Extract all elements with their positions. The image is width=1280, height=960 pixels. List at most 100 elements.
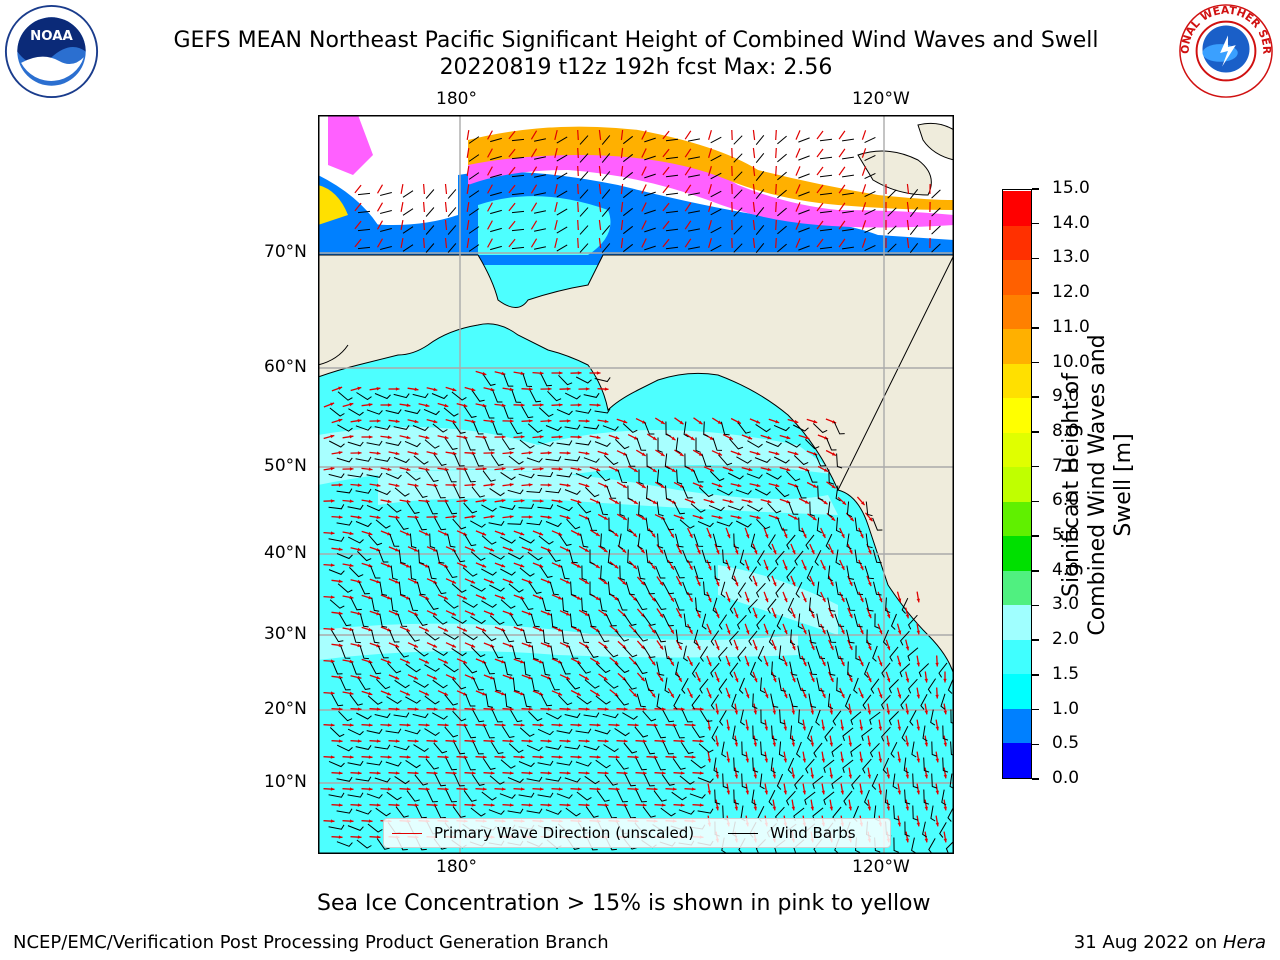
map-legend: Primary Wave Direction (unscaled) Wind B… — [383, 818, 891, 848]
wave-arrow — [423, 183, 425, 195]
wind-barb — [556, 504, 573, 512]
wave-arrow-head — [509, 387, 514, 391]
colorbar-tick-label: 11.0 — [1052, 316, 1090, 337]
wave-arrow-head — [841, 630, 845, 634]
wind-barb — [665, 192, 679, 196]
wave-arrow-head — [716, 582, 720, 587]
wave-arrow-head — [387, 435, 392, 439]
wave-arrow — [354, 220, 362, 230]
wave-arrow-head — [395, 771, 400, 775]
wind-barb — [864, 244, 876, 252]
wave-arrow — [444, 183, 448, 195]
wave-arrow-head — [463, 787, 468, 791]
wave-arrow-head — [501, 628, 506, 632]
wind-barb — [777, 517, 788, 531]
wave-arrow-head — [406, 403, 411, 407]
wave-arrow — [598, 129, 602, 141]
wave-arrow-head — [943, 678, 947, 683]
wave-arrow — [530, 220, 538, 230]
wind-barb — [909, 242, 919, 254]
wind-barb — [518, 503, 535, 509]
wave-arrow-head — [840, 758, 844, 763]
wind-barb — [733, 243, 743, 253]
wind-barb — [627, 517, 633, 533]
wind-barb — [756, 614, 766, 630]
wind-barb — [862, 758, 872, 774]
wave-arrow-head — [623, 803, 628, 807]
wave-arrow-head — [699, 771, 704, 775]
wave-arrow-head — [905, 774, 909, 779]
wind-barb — [423, 408, 440, 416]
wind-barb — [812, 775, 824, 789]
wind-barb — [635, 757, 647, 771]
wave-arrow-head — [680, 739, 685, 743]
wind-barb — [545, 809, 562, 815]
wind-barb — [445, 469, 457, 483]
wave-arrow-head — [689, 565, 693, 570]
wave-height-map — [318, 115, 954, 854]
wave-arrow-head — [558, 403, 563, 407]
wind-barb — [507, 552, 524, 560]
wind-barb — [681, 678, 689, 694]
wave-arrow-head — [330, 755, 335, 759]
wave-arrow-head — [338, 579, 343, 583]
wind-barb — [556, 793, 573, 799]
wind-barb — [710, 208, 722, 216]
wave-arrow-head — [368, 595, 373, 600]
wave-arrow-head — [444, 660, 448, 664]
wave-arrow-head — [765, 694, 769, 699]
wind-barb — [792, 424, 809, 432]
wave-arrow-head — [584, 548, 589, 552]
wind-barb — [737, 646, 747, 662]
wave-arrow-head — [707, 726, 711, 731]
wind-barb — [518, 473, 535, 479]
legend-wind-label: Wind Barbs — [770, 824, 856, 842]
wave-arrow-head — [717, 420, 722, 424]
wave-arrow-head — [501, 499, 506, 503]
wind-barb — [842, 210, 854, 214]
wave-arrow-head — [672, 723, 677, 727]
wave-arrow-head — [822, 662, 826, 666]
wave-arrow — [466, 130, 470, 140]
wind-barb — [825, 533, 833, 550]
wind-barb — [755, 423, 771, 433]
wind-barb — [355, 425, 372, 431]
colorbar-tick-label: 0.5 — [1052, 733, 1080, 754]
wind-barb — [679, 775, 695, 785]
wind-barb — [737, 614, 747, 630]
wave-arrow-head — [641, 452, 646, 456]
wave-arrow-head — [444, 692, 448, 696]
wind-barb — [564, 392, 581, 400]
colorbar-cell — [1003, 397, 1031, 433]
wind-barb — [646, 453, 652, 469]
wave-arrow-head — [772, 806, 776, 811]
wave-arrow-head — [651, 661, 656, 666]
wind-barb — [511, 138, 525, 142]
wind-barb — [389, 629, 400, 643]
wave-arrow-head — [406, 467, 411, 472]
wind-barb — [533, 192, 547, 196]
wave-arrow-head — [596, 787, 601, 791]
wave-arrow-head — [765, 598, 769, 603]
wind-barb — [718, 614, 728, 630]
wave-arrow-head — [794, 451, 799, 456]
colorbar — [1002, 189, 1032, 779]
wind-barb — [366, 409, 383, 415]
wind-barb — [624, 773, 636, 787]
wind-barb — [617, 597, 628, 611]
wind-barb — [776, 613, 784, 630]
wave-arrow-head — [547, 483, 552, 487]
wave-arrow-head — [520, 532, 525, 536]
wave-arrow — [487, 184, 493, 194]
wave-arrow-head — [547, 739, 552, 743]
wave-arrow-head — [753, 774, 757, 779]
wave-arrow-head — [433, 515, 438, 519]
wind-barb — [586, 646, 599, 658]
wind-barb — [594, 377, 611, 383]
colorbar-tick-label: 8.0 — [1052, 420, 1080, 441]
wind-barb — [827, 661, 836, 676]
wave-arrow-head — [737, 452, 742, 456]
wind-barb — [588, 613, 597, 628]
wave-arrow-head — [509, 707, 514, 711]
wave-arrow — [708, 130, 712, 140]
